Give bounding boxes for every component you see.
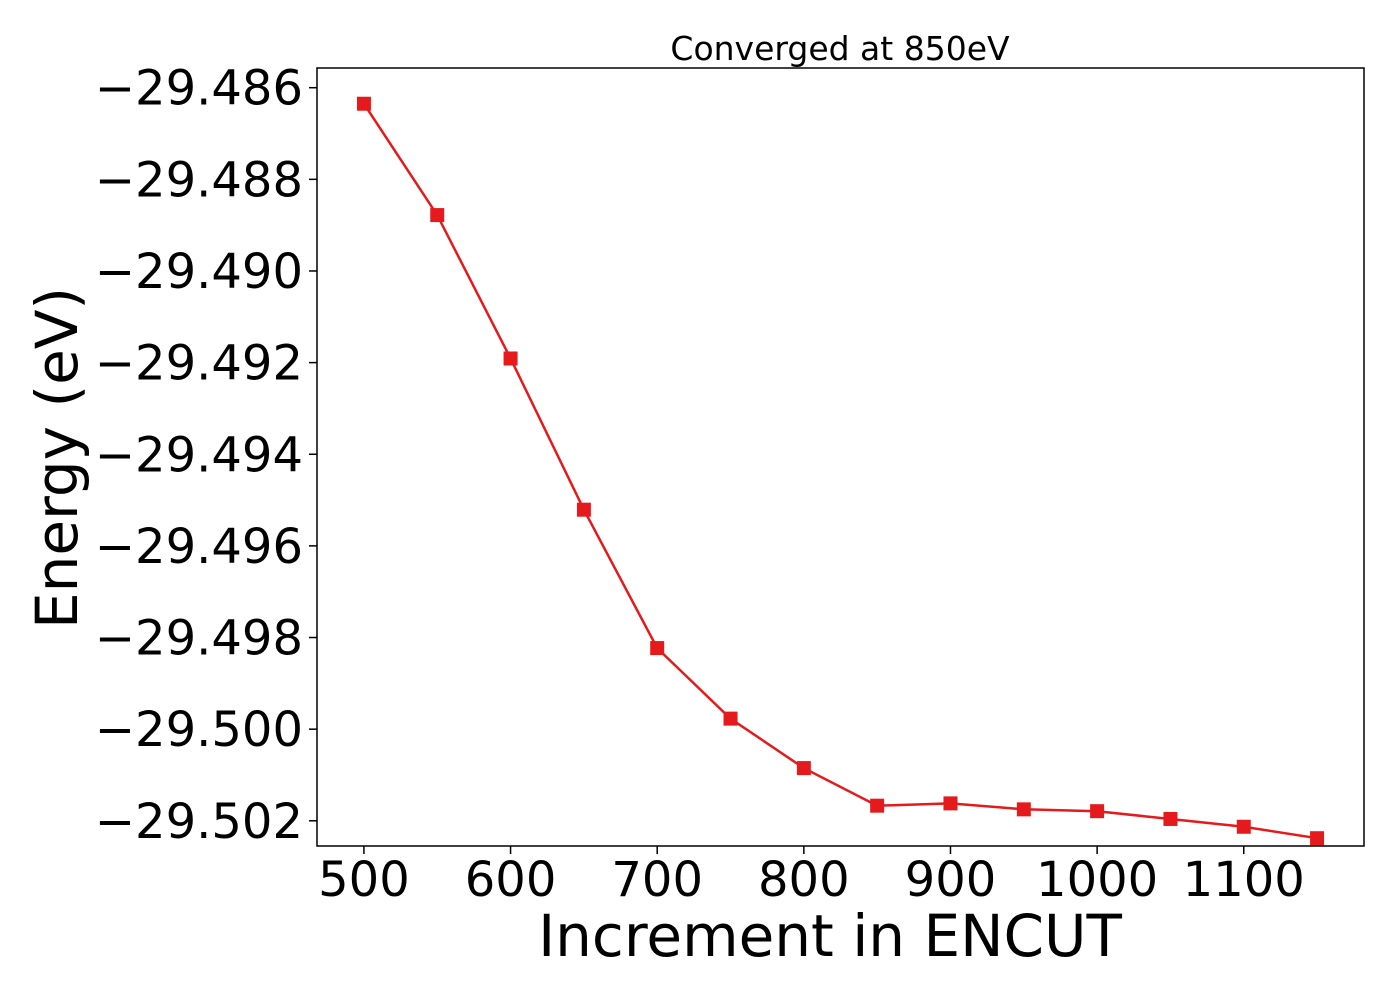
chart-title: Converged at 850eV	[670, 29, 1010, 68]
data-point-marker	[723, 711, 738, 726]
x-tick-label: 600	[465, 852, 557, 908]
y-tick-label: −29.490	[95, 244, 303, 300]
y-tick-label: −29.494	[95, 427, 303, 483]
data-point-marker	[796, 761, 811, 776]
data-point-marker	[1163, 811, 1178, 826]
y-axis-ticks: −29.486 −29.488 −29.490 −29.492 −29.494 −29.4…	[95, 61, 317, 850]
x-axis-label: Increment in ENCUT	[538, 902, 1122, 970]
plot-series	[356, 96, 1325, 846]
y-tick-label: −29.486	[95, 61, 303, 117]
series-line	[362, 103, 1318, 840]
x-tick-label: 700	[611, 852, 703, 908]
data-point-marker	[650, 641, 665, 656]
x-tick-label: 1100	[1183, 852, 1305, 908]
data-point-marker	[576, 502, 591, 517]
y-tick-label: −29.496	[95, 519, 303, 575]
y-tick-label: −29.500	[95, 702, 303, 758]
data-point-marker	[1310, 831, 1325, 846]
plot-frame	[316, 67, 1365, 847]
x-tick-label: 500	[318, 852, 410, 908]
data-point-marker	[943, 796, 958, 811]
y-tick-label: −29.488	[95, 152, 303, 208]
y-tick-label: −29.498	[95, 611, 303, 667]
x-tick-label: 800	[758, 852, 850, 908]
y-tick-label: −29.502	[95, 794, 303, 850]
x-tick-label: 900	[905, 852, 997, 908]
y-axis-label: Energy (eV)	[23, 287, 91, 629]
data-point-marker	[356, 96, 371, 111]
data-point-marker	[870, 798, 885, 813]
data-point-marker	[430, 208, 445, 223]
x-tick-label: 1000	[1036, 852, 1158, 908]
data-point-marker	[503, 351, 518, 366]
y-tick-label: −29.492	[95, 336, 303, 392]
data-point-marker	[1016, 802, 1031, 817]
data-point-marker	[1236, 819, 1251, 834]
data-point-marker	[1090, 804, 1105, 819]
x-axis-ticks: 500 600 700 800 900 1000 1100	[318, 846, 1305, 908]
